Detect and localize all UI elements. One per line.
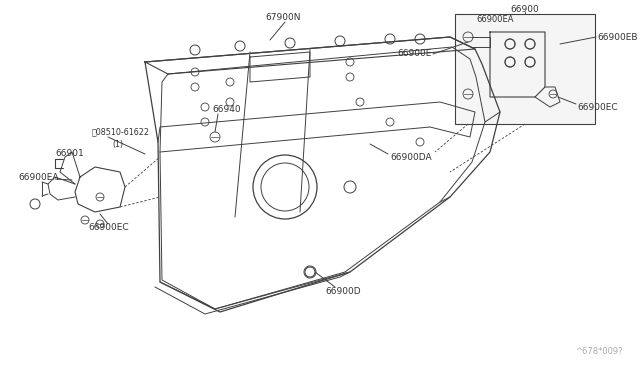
Text: 67900N: 67900N <box>265 13 301 22</box>
Text: 66901: 66901 <box>55 150 84 158</box>
Text: 66900EB: 66900EB <box>597 32 637 42</box>
Text: ^678*009?: ^678*009? <box>575 347 623 356</box>
Text: 66900D: 66900D <box>325 288 360 296</box>
Text: 66940: 66940 <box>212 106 241 115</box>
Bar <box>455 14 595 124</box>
Text: 66900EC: 66900EC <box>577 103 618 112</box>
Text: Ⓝ08510-61622: Ⓝ08510-61622 <box>92 128 150 137</box>
Text: 66900: 66900 <box>511 4 540 13</box>
Text: 66900EC: 66900EC <box>88 222 129 231</box>
Text: 66900DA: 66900DA <box>390 153 431 161</box>
Text: (1): (1) <box>112 140 123 148</box>
Text: 66900EA: 66900EA <box>476 16 513 25</box>
Text: 66900E: 66900E <box>397 49 432 58</box>
Text: 66900EA: 66900EA <box>18 173 58 182</box>
